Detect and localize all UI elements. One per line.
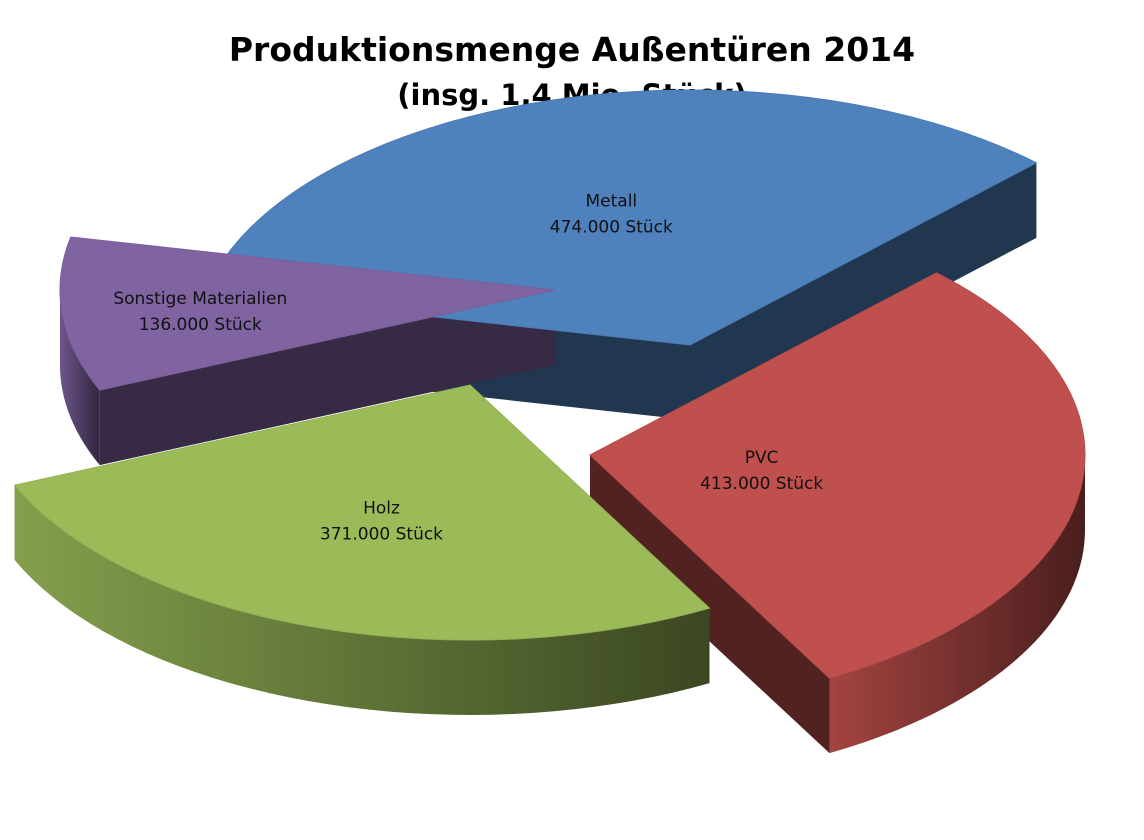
slice-labels: Metall 474.000 Stück PVC 413.000 Stück Holz 3… [113,192,823,545]
slice-holz-name-label: Holz [363,499,400,519]
chart-title: Produktionsmenge Außentüren 2014 [228,30,916,69]
slice-pvc-radial-wall-end [590,455,830,754]
slice-sonstige-value-label: 136.000 Stück [139,315,262,335]
slice-holz [13,384,711,641]
slice-pvc [589,272,1086,679]
slice-metall-radial-wall-end [690,162,1037,421]
slice-sonstige-name-label: Sonstige Materialien [113,289,287,309]
slice-metall-name-label: Metall [586,192,638,212]
slice-sonstige-outer-wall [60,290,100,466]
slice-tops [13,89,1086,679]
slice-metall-value-label: 474.000 Stück [550,218,673,238]
slice-sonstige [59,236,556,391]
slice-pvc-name-label: PVC [745,448,779,468]
slice-holz-outer-wall [14,485,710,715]
slice-holz-value-label: 371.000 Stück [320,525,443,545]
slice-pvc-value-label: 413.000 Stück [700,474,823,494]
slice-pvc-outer-wall [829,455,1085,754]
